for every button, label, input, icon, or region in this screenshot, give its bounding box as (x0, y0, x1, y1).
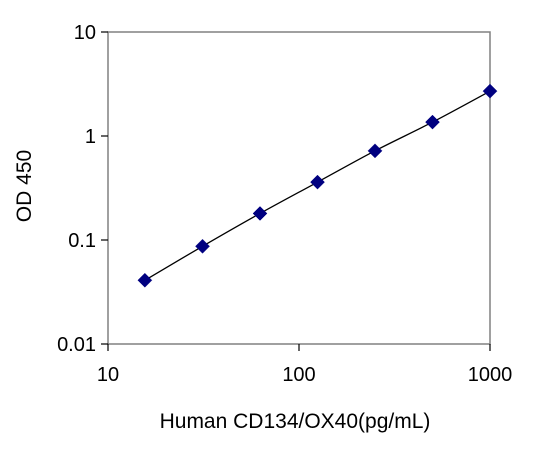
data-point (195, 238, 210, 254)
data-point (367, 143, 383, 159)
data-point (310, 174, 325, 190)
x-tick-label: 1000 (468, 364, 513, 386)
x-tick-label: 100 (282, 364, 315, 386)
data-points (137, 83, 498, 288)
data-point (425, 114, 440, 130)
data-point (137, 272, 153, 288)
axis-ticks (101, 31, 491, 351)
plot-area (107, 31, 491, 345)
y-tick-label: 1 (85, 126, 96, 148)
y-axis-title: OD 450 (13, 150, 36, 222)
y-tick-label: 10 (74, 22, 96, 44)
y-axis-tick-labels: 0.01 0.1 1 10 (57, 22, 96, 356)
y-tick-label: 0.1 (68, 230, 96, 252)
data-point (252, 206, 268, 221)
x-axis-tick-labels: 10 100 1000 (97, 364, 512, 386)
x-tick-label: 10 (97, 364, 119, 386)
x-axis-title: Human CD134/OX40(pg/mL) (160, 410, 431, 433)
data-point (482, 83, 498, 99)
y-tick-label: 0.01 (57, 334, 96, 356)
